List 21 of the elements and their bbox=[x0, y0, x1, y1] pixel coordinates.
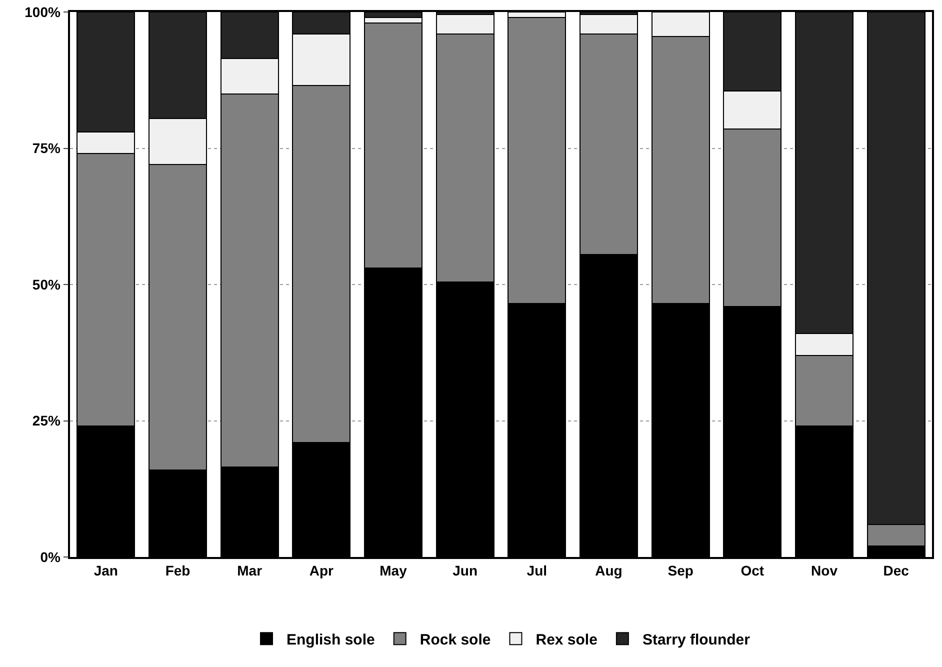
x-tick-label: Apr bbox=[309, 562, 334, 579]
x-tick-label: Sep bbox=[668, 562, 694, 579]
y-tick-label: 100% bbox=[24, 4, 61, 20]
legend-label: Rock sole bbox=[420, 632, 491, 648]
x-tick-label: Jan bbox=[94, 562, 118, 579]
y-tick-label: 50% bbox=[32, 276, 61, 292]
x-tick-label: Aug bbox=[595, 562, 622, 579]
x-tick-label: Feb bbox=[165, 562, 190, 579]
x-tick-label: Nov bbox=[811, 562, 838, 579]
legend-label: Rex sole bbox=[536, 632, 598, 648]
legend-label: Starry flounder bbox=[642, 632, 750, 648]
y-tick-label: 25% bbox=[32, 412, 61, 429]
x-tick-label: May bbox=[380, 562, 408, 579]
x-tick-label: Dec bbox=[883, 562, 910, 579]
legend-label: English sole bbox=[286, 632, 375, 648]
y-tick-label: 75% bbox=[32, 140, 61, 156]
x-tick-label: Jul bbox=[526, 562, 548, 579]
x-tick-label: Mar bbox=[237, 562, 263, 579]
x-tick-label: Jun bbox=[452, 562, 478, 579]
y-tick-label: 0% bbox=[40, 548, 61, 565]
x-tick-label: Oct bbox=[740, 562, 764, 579]
